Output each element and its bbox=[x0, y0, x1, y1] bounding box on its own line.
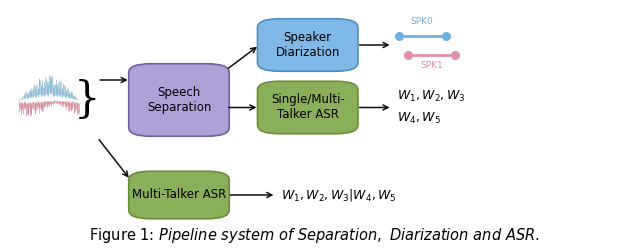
FancyBboxPatch shape bbox=[129, 64, 229, 136]
Text: $\mathbf{\mathit{W_1, W_2, W_3}}$: $\mathbf{\mathit{W_1, W_2, W_3}}$ bbox=[397, 89, 465, 104]
Text: Speech
Separation: Speech Separation bbox=[147, 86, 211, 114]
Text: Single/Multi-
Talker ASR: Single/Multi- Talker ASR bbox=[271, 94, 345, 122]
Text: $\mathbf{\mathit{W_4, W_5}}$: $\mathbf{\mathit{W_4, W_5}}$ bbox=[397, 111, 441, 126]
Text: $\mathbf{\mathit{W_1, W_2, W_3|W_4, W_5}}$: $\mathbf{\mathit{W_1, W_2, W_3|W_4, W_5}… bbox=[281, 187, 397, 203]
Text: Multi-Talker ASR: Multi-Talker ASR bbox=[132, 188, 226, 202]
Text: Figure 1: $\mathit{Pipeline\ system\ of\ Separation,\ Diarization\ and\ ASR.}$: Figure 1: $\mathit{Pipeline\ system\ of\… bbox=[89, 226, 539, 245]
Text: SPK1: SPK1 bbox=[420, 61, 443, 70]
FancyBboxPatch shape bbox=[129, 171, 229, 219]
FancyBboxPatch shape bbox=[257, 81, 358, 134]
Text: }: } bbox=[73, 79, 100, 121]
FancyBboxPatch shape bbox=[257, 19, 358, 71]
Text: Speaker
Diarization: Speaker Diarization bbox=[276, 31, 340, 59]
Text: SPK0: SPK0 bbox=[411, 17, 433, 26]
